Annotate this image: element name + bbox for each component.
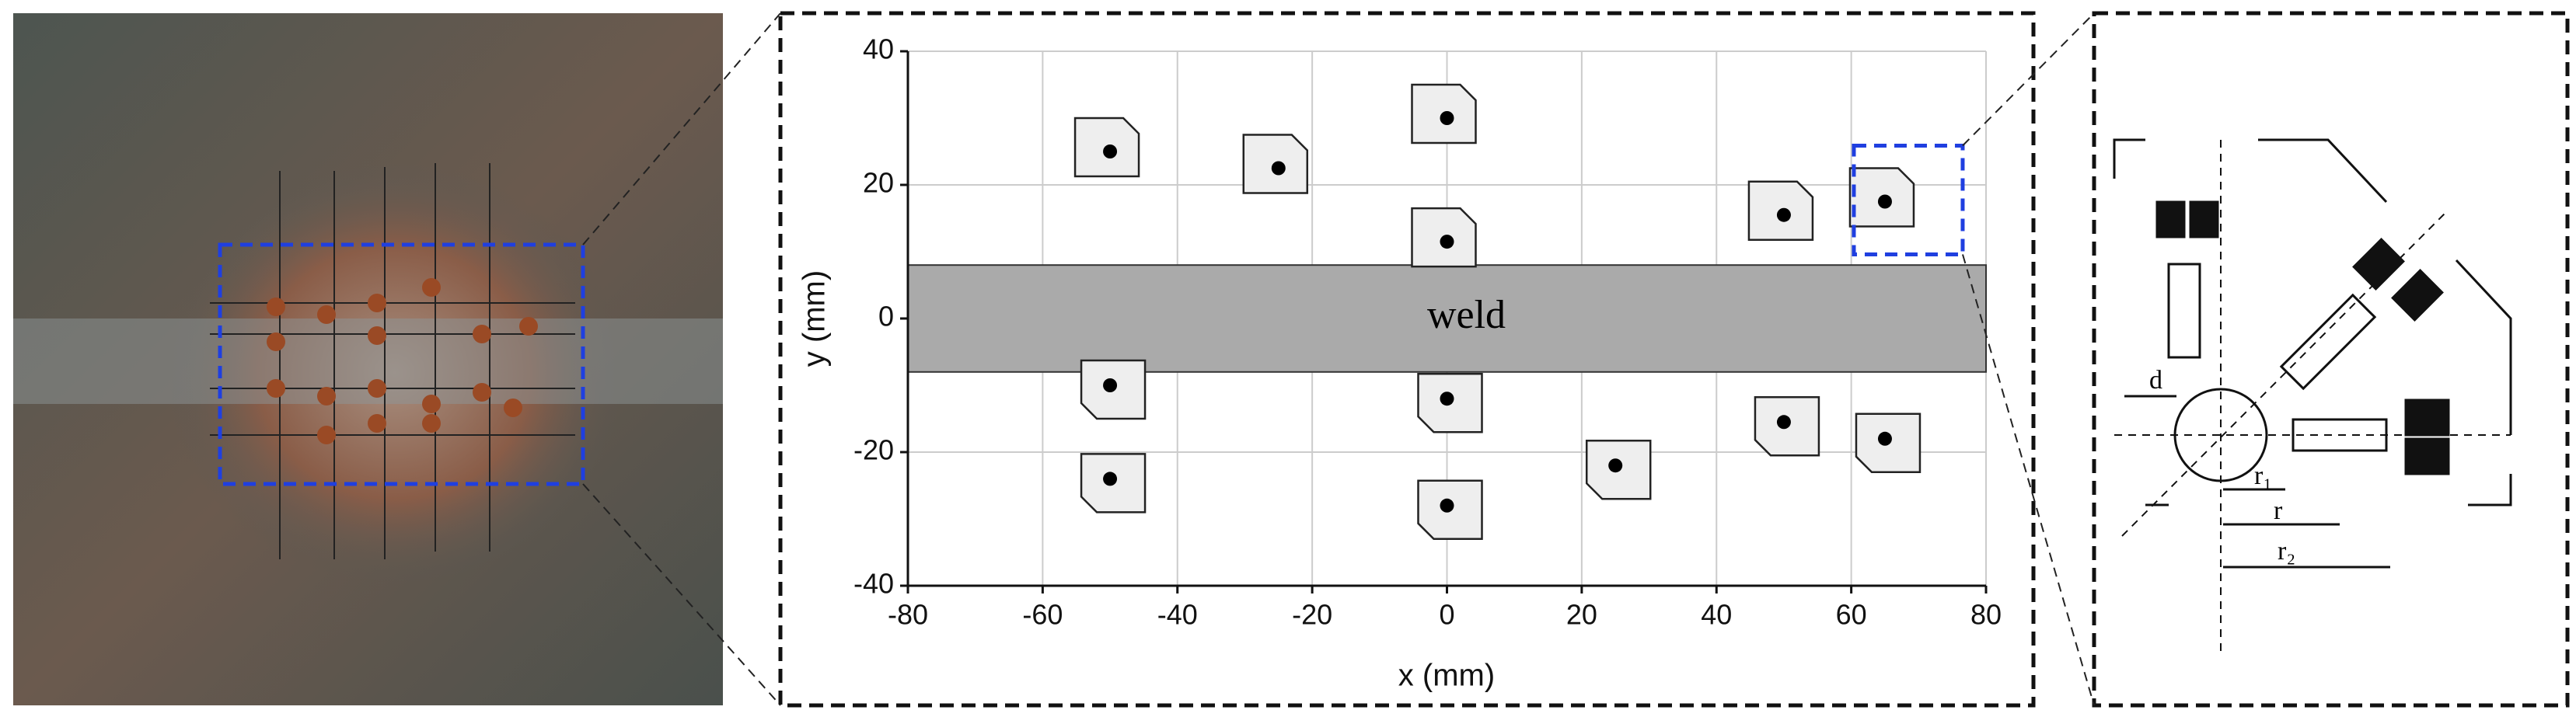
- zoom-line: [582, 483, 781, 706]
- zoom-line: [1962, 12, 2095, 147]
- rosette-label: d: [2149, 366, 2162, 395]
- rosette-diagram: [2113, 138, 2512, 653]
- rosette-panel: [2092, 11, 2570, 708]
- point: [1103, 378, 1118, 392]
- point: [1776, 207, 1791, 222]
- point: [1440, 235, 1454, 249]
- rosette-label: r: [2274, 496, 2283, 525]
- point: [1271, 161, 1286, 176]
- x-tick-label: 0: [1439, 599, 1454, 631]
- point: [1103, 472, 1118, 486]
- point: [1103, 144, 1118, 158]
- x-tick-label: -80: [888, 599, 928, 631]
- zoom-line: [1962, 254, 2095, 706]
- x-tick-label: -40: [1157, 599, 1198, 631]
- y-tick-label: 20: [863, 167, 894, 199]
- zoom-box: [1852, 144, 1965, 256]
- x-tick-label: -60: [1022, 599, 1063, 631]
- y-tick-label: 0: [878, 301, 894, 332]
- x-tick-label: -20: [1292, 599, 1332, 631]
- y-tick-label: 40: [863, 33, 894, 65]
- y-tick-label: -20: [853, 434, 894, 466]
- point: [1440, 498, 1454, 513]
- point: [1776, 415, 1791, 430]
- zoom-line: [582, 12, 781, 245]
- x-tick-label: 80: [1970, 599, 2002, 631]
- point: [1440, 111, 1454, 125]
- weld-band: [907, 264, 1987, 373]
- x-tick-label: 60: [1836, 599, 1867, 631]
- point: [1608, 458, 1623, 473]
- plot-panel: [778, 11, 2036, 708]
- point: [1877, 194, 1892, 209]
- x-axis-label: x (mm): [1398, 659, 1495, 693]
- point: [1440, 392, 1454, 406]
- y-tick-label: -40: [853, 568, 894, 600]
- x-tick-label: 20: [1566, 599, 1597, 631]
- rosette-label: r₂: [2278, 537, 2295, 566]
- x-tick-label: 40: [1701, 599, 1732, 631]
- y-axis-label: y (mm): [798, 270, 832, 367]
- weld-label: weld: [1427, 293, 1506, 337]
- rosette-label: r₁: [2254, 461, 2272, 490]
- point: [1877, 431, 1892, 446]
- photo: [13, 13, 723, 705]
